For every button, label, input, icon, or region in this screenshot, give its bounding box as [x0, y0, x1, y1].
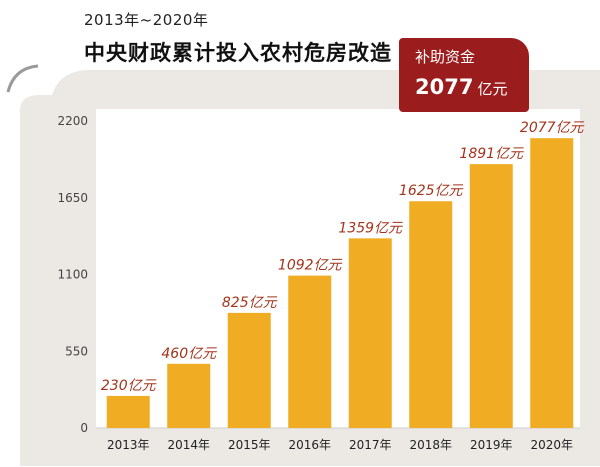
data-label: 460亿元 — [161, 346, 217, 362]
y-tick-label: 1650 — [57, 191, 88, 205]
y-tick-label: 0 — [80, 421, 88, 435]
x-tick-label: 2019年 — [470, 438, 513, 452]
bar — [106, 395, 150, 428]
data-label: 2077亿元 — [520, 120, 585, 136]
bar — [469, 164, 513, 428]
y-tick-label: 550 — [65, 344, 88, 358]
y-tick-label: 1100 — [57, 268, 88, 282]
badge-value-group: 2077 亿元 — [415, 75, 507, 99]
badge-unit: 亿元 — [477, 80, 508, 98]
data-label: 230亿元 — [101, 378, 157, 394]
data-label: 1092亿元 — [278, 258, 343, 274]
x-tick-label: 2018年 — [409, 438, 452, 452]
panel-curl-decoration — [6, 64, 39, 93]
bar — [288, 275, 332, 428]
data-label: 1359亿元 — [338, 220, 403, 236]
data-label: 1625亿元 — [399, 183, 464, 199]
chart-title: 中央财政累计投入农村危房改造 — [84, 40, 392, 65]
bar — [348, 238, 392, 428]
x-tick-label: 2016年 — [288, 438, 331, 452]
badge-label: 补助资金 — [415, 48, 476, 66]
x-tick-label: 2014年 — [167, 438, 210, 452]
x-tick-label: 2013年 — [107, 438, 150, 452]
x-tick-label: 2015年 — [228, 438, 271, 452]
chart-subtitle: 2013年~2020年 — [84, 11, 209, 29]
x-tick-label: 2020年 — [530, 438, 573, 452]
bar — [227, 312, 271, 428]
data-label: 825亿元 — [222, 295, 278, 311]
bar — [167, 363, 211, 428]
bar — [409, 201, 453, 428]
total-funding-badge: 补助资金 2077 亿元 — [399, 38, 529, 112]
bar — [530, 138, 574, 428]
badge-value: 2077 — [415, 75, 474, 99]
y-tick-label: 2200 — [57, 114, 88, 128]
data-label: 1891亿元 — [459, 146, 524, 162]
x-tick-label: 2017年 — [349, 438, 392, 452]
